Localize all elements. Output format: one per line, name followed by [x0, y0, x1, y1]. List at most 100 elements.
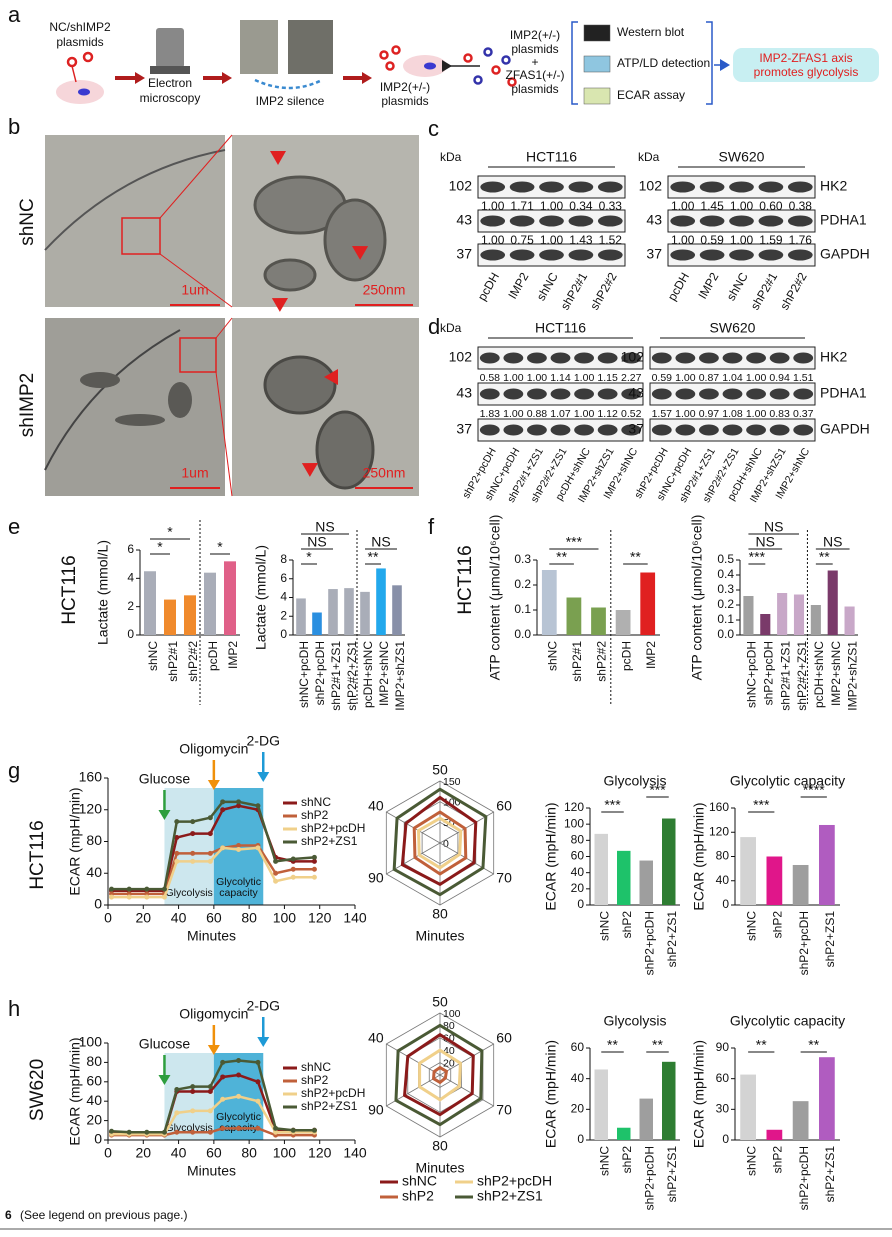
legend-label: shP2+pcDH — [301, 821, 365, 835]
sig-label: * — [167, 524, 173, 540]
band — [793, 424, 814, 436]
x-tick-label: shP2 — [620, 1146, 634, 1174]
y-tick-label: 80 — [86, 832, 102, 848]
panel-letter: e — [8, 514, 20, 539]
pointer-arrow — [271, 298, 288, 312]
bar — [617, 1127, 631, 1140]
legend-label: shNC — [402, 1173, 437, 1189]
x-tick-label: shP2#1 — [166, 641, 180, 682]
lane-label: IMP2 — [695, 270, 721, 302]
quant-label: 1.51 — [793, 372, 814, 384]
label: ZFAS1(+/-) — [505, 68, 564, 82]
ring-label: 20 — [443, 1057, 455, 1069]
bar — [312, 612, 322, 635]
microscope-base — [150, 66, 190, 74]
marker-head — [158, 810, 171, 820]
axis-label: 90 — [368, 1102, 384, 1118]
band — [597, 352, 618, 364]
x-tick-label: shP2+pcDH — [313, 641, 327, 705]
result: IMP2-ZFAS1 axis — [759, 51, 852, 65]
x-tick-label: IMP2+shNC — [829, 641, 843, 706]
x-tick-label: pcDH — [619, 641, 633, 671]
bar — [743, 596, 754, 635]
point — [236, 842, 242, 848]
point — [290, 874, 296, 880]
y-tick-label: 2 — [127, 599, 134, 613]
quant-label: 1.00 — [675, 408, 696, 420]
marker-label: 43 — [628, 385, 644, 401]
point — [161, 1129, 167, 1135]
ring-label: 100 — [443, 1008, 461, 1020]
bar — [392, 585, 402, 635]
bar — [792, 864, 809, 905]
band — [568, 181, 594, 193]
marker-label: 102 — [449, 178, 473, 194]
point — [273, 878, 279, 884]
quant-label: 1.08 — [722, 408, 743, 420]
figure-number: 6 — [5, 1208, 12, 1222]
x-tick-label: 20 — [135, 910, 151, 926]
em-thumb — [288, 20, 333, 74]
band — [722, 388, 743, 400]
band — [729, 249, 754, 261]
bar — [819, 1057, 835, 1140]
band — [621, 388, 642, 400]
y-tick-label: 0.3 — [514, 552, 531, 566]
x-tick-label: shP2#2+ZS1 — [795, 641, 809, 711]
bar — [640, 572, 656, 635]
quant-label: 1.00 — [574, 372, 595, 384]
x-tick-label: 0 — [104, 1145, 112, 1161]
y-axis-label: ECAR (mpH/min) — [67, 787, 83, 895]
arrow-head — [720, 59, 730, 71]
plasmid — [501, 55, 511, 65]
bracket — [571, 21, 578, 105]
bracket — [706, 21, 713, 105]
marker-label: 37 — [456, 246, 472, 262]
label: plasmids — [511, 82, 558, 96]
point — [255, 803, 261, 809]
kda-label: kDa — [440, 150, 462, 164]
band — [509, 181, 535, 193]
point — [220, 1096, 226, 1102]
point — [126, 894, 132, 900]
lane-label: shP2#2 — [777, 270, 810, 313]
point — [236, 803, 242, 809]
point — [311, 866, 317, 872]
x-axis-label: Minutes — [187, 928, 236, 944]
x-tick-label: shNC+pcDH — [297, 641, 311, 708]
point — [190, 1089, 196, 1094]
y-axis-label: ECAR (mpH/min) — [691, 1040, 707, 1148]
y-tick-label: 4 — [280, 590, 287, 604]
point — [174, 1129, 180, 1135]
band — [480, 181, 506, 193]
sig-label: ** — [819, 549, 830, 565]
band — [675, 388, 696, 400]
x-tick-label: 40 — [171, 910, 187, 926]
scale-label: 1um — [181, 465, 208, 481]
bar — [360, 591, 370, 635]
band — [597, 215, 623, 227]
cell-label: HCT116 — [455, 545, 476, 614]
y-tick-label: 0 — [280, 627, 287, 641]
quant-label: 1.00 — [746, 372, 767, 384]
membrane — [44, 149, 226, 251]
x-tick-label: shP2#2 — [595, 641, 609, 682]
band — [769, 388, 790, 400]
y-tick-label: 40 — [86, 1092, 102, 1108]
axis-label: 40 — [368, 1030, 384, 1046]
point — [207, 850, 213, 856]
band — [699, 181, 725, 193]
x-tick-label: shP2#1+ZS1 — [329, 641, 343, 711]
ring-label: 40 — [443, 1045, 455, 1057]
bar — [184, 595, 196, 635]
radar-series — [402, 1032, 475, 1117]
x-tick-label: 120 — [308, 910, 332, 926]
bar — [617, 850, 631, 905]
scale-label: 1um — [181, 282, 208, 298]
radar-series — [412, 810, 468, 876]
legend-label: shP2 — [402, 1188, 434, 1204]
protein-label: HK2 — [820, 178, 847, 194]
cell-header: HCT116 — [526, 149, 577, 165]
y-tick-label: 60 — [571, 1040, 585, 1054]
x-tick-label: 120 — [308, 1145, 332, 1161]
